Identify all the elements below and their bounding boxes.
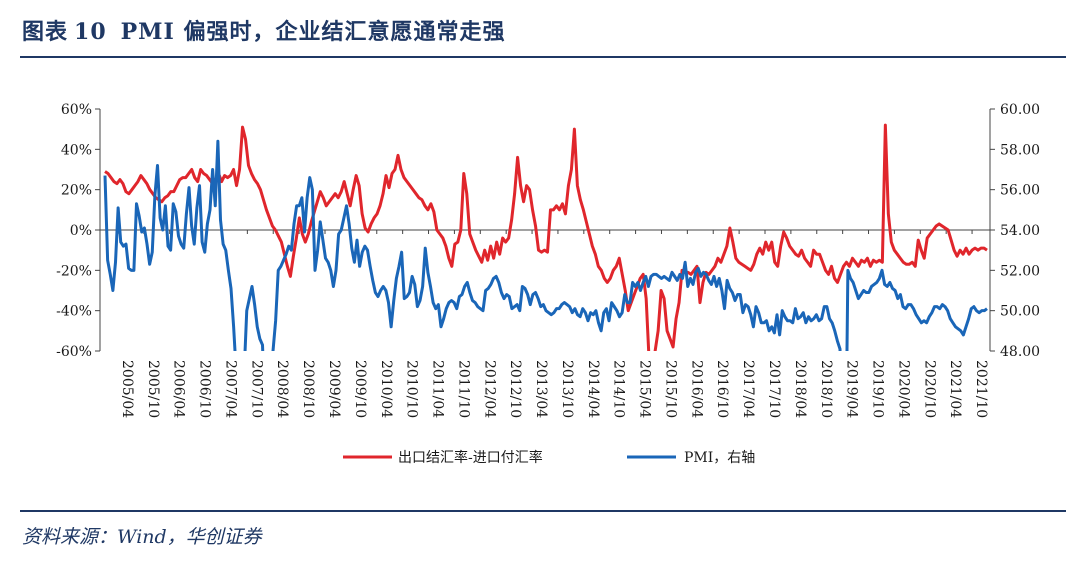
right-axis-tick-label: 54.00 bbox=[1000, 223, 1040, 239]
x-axis-tick-label: 2007/10 bbox=[248, 360, 264, 418]
x-axis-tick-label: 2012/10 bbox=[507, 360, 523, 418]
x-axis-tick-label: 2019/10 bbox=[870, 360, 886, 418]
x-axis-tick-label: 2021/04 bbox=[947, 360, 963, 418]
x-axis-tick-label: 2013/04 bbox=[533, 360, 549, 418]
x-axis-tick-label: 2005/04 bbox=[119, 360, 135, 418]
series-line-fx-ratio bbox=[104, 123, 988, 351]
x-axis-tick-label: 2010/10 bbox=[404, 360, 420, 418]
x-axis-tick-label: 2012/04 bbox=[481, 360, 497, 418]
x-axis-tick-label: 2007/04 bbox=[222, 360, 238, 418]
x-axis-tick-label: 2020/04 bbox=[895, 360, 911, 418]
x-axis-tick-label: 2017/04 bbox=[740, 360, 756, 418]
x-axis-tick-label: 2005/10 bbox=[145, 360, 161, 418]
x-axis-tick-label: 2020/10 bbox=[921, 360, 937, 418]
figure-number: 10 bbox=[74, 19, 107, 45]
x-axis-tick-label: 2011/04 bbox=[430, 360, 446, 418]
legend-label-fx-ratio: 出口结汇率-进口付汇率 bbox=[398, 449, 543, 466]
x-axis-tick-label: 2016/10 bbox=[714, 360, 730, 418]
left-axis-tick-label: 0% bbox=[70, 223, 92, 239]
x-axis-tick-label: 2014/10 bbox=[611, 360, 627, 418]
right-axis-tick-label: 60.00 bbox=[1000, 102, 1040, 118]
x-axis-tick-label: 2013/10 bbox=[559, 360, 575, 418]
x-axis-tick-label: 2006/04 bbox=[171, 360, 187, 418]
figure-title-text: PMI 偏强时，企业结汇意愿通常走强 bbox=[120, 19, 506, 45]
source-rule bbox=[20, 510, 1066, 512]
x-axis-tick-label: 2010/04 bbox=[378, 360, 394, 418]
x-axis-tick-label: 2015/10 bbox=[662, 360, 678, 418]
x-axis-tick-label: 2019/04 bbox=[844, 360, 860, 418]
title-rule bbox=[20, 56, 1066, 58]
figure-title: 图表 10 PMI 偏强时，企业结汇意愿通常走强 bbox=[22, 14, 506, 46]
legend-label-pmi: PMI，右轴 bbox=[684, 450, 755, 466]
figure-label: 图表 bbox=[22, 19, 69, 45]
x-axis-tick-label: 2008/10 bbox=[300, 360, 316, 418]
x-axis-tick-label: 2018/10 bbox=[818, 360, 834, 418]
x-axis-tick-label: 2021/10 bbox=[973, 360, 989, 418]
left-axis-tick-label: 60% bbox=[61, 102, 92, 118]
x-axis-tick-label: 2018/04 bbox=[792, 360, 808, 418]
left-axis-tick-label: -20% bbox=[56, 263, 92, 279]
series-line-pmi bbox=[103, 139, 988, 351]
left-axis-tick-label: -60% bbox=[56, 344, 92, 360]
left-axis-tick-label: -40% bbox=[56, 304, 92, 320]
right-axis-tick-label: 50.00 bbox=[1000, 304, 1040, 320]
x-axis-tick-label: 2008/04 bbox=[274, 360, 290, 418]
x-axis-tick-label: 2009/10 bbox=[352, 360, 368, 418]
left-axis-tick-label: 40% bbox=[61, 142, 92, 158]
x-axis-tick-label: 2015/04 bbox=[637, 360, 653, 418]
right-axis-tick-label: 48.00 bbox=[1000, 344, 1040, 360]
x-axis-tick-label: 2014/04 bbox=[585, 360, 601, 418]
right-axis-tick-label: 52.00 bbox=[1000, 263, 1040, 279]
right-axis-tick-label: 56.00 bbox=[1000, 183, 1040, 199]
x-axis-tick-label: 2016/04 bbox=[688, 360, 704, 418]
right-axis-tick-label: 58.00 bbox=[1000, 142, 1040, 158]
x-axis-tick-label: 2017/10 bbox=[766, 360, 782, 418]
left-axis-tick-label: 20% bbox=[61, 183, 92, 199]
x-axis-tick-label: 2009/04 bbox=[326, 360, 342, 418]
chart: -60% -40% -20% 0% 20% 40% 60% 48.00 50.00 52.00 54… bbox=[56, 102, 1040, 466]
x-axis-tick-label: 2011/10 bbox=[455, 360, 471, 418]
source-note: 资料来源：Wind，华创证券 bbox=[22, 526, 262, 548]
x-axis-tick-label: 2006/10 bbox=[197, 360, 213, 418]
